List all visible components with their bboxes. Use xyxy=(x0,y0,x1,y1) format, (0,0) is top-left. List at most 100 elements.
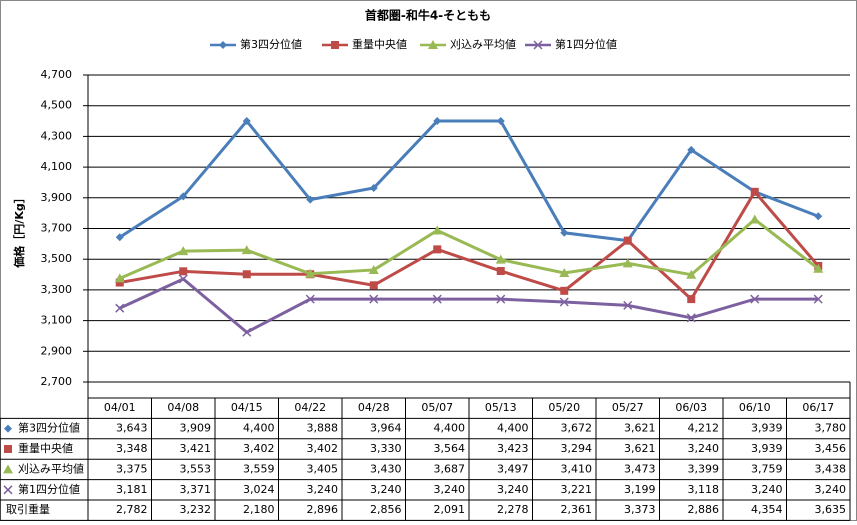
marker xyxy=(686,269,697,279)
marker xyxy=(496,267,505,276)
table-cell: 3,888 xyxy=(307,422,339,435)
marker xyxy=(559,268,570,278)
table-cell: 3,497 xyxy=(497,462,529,475)
row-label: 刈込み平均値 xyxy=(18,462,84,475)
x-tick-label: 04/08 xyxy=(167,401,199,414)
table-cell: 2,896 xyxy=(307,503,339,516)
table-cell: 3,118 xyxy=(688,483,720,496)
table-cell: 3,240 xyxy=(688,442,720,455)
table-cell: 2,091 xyxy=(434,503,466,516)
marker xyxy=(4,445,12,453)
table-cell: 3,240 xyxy=(307,483,339,496)
marker xyxy=(178,274,188,284)
y-tick-label: 4,100 xyxy=(41,160,73,173)
series-line xyxy=(119,277,819,335)
marker xyxy=(433,117,442,126)
x-tick-label: 05/20 xyxy=(548,401,580,414)
x-tick-label: 05/27 xyxy=(612,401,644,414)
marker xyxy=(750,187,759,196)
y-axis-label: 価格［円/Kg］ xyxy=(12,192,26,268)
marker xyxy=(305,294,315,304)
table-cell: 3,199 xyxy=(624,483,656,496)
marker xyxy=(179,192,188,201)
legend-label: 第3四分位値 xyxy=(240,37,302,51)
table-cell: 4,354 xyxy=(751,503,783,516)
marker xyxy=(428,40,438,49)
marker xyxy=(305,268,316,278)
marker xyxy=(560,286,569,295)
table-cell: 4,212 xyxy=(688,422,720,435)
marker xyxy=(242,117,251,126)
table-cell: 3,564 xyxy=(434,442,466,455)
row-label: 取引重量 xyxy=(6,502,50,516)
x-tick-label: 04/01 xyxy=(104,401,136,414)
marker xyxy=(432,225,443,235)
marker xyxy=(114,273,125,283)
marker xyxy=(178,246,189,256)
x-tick-label: 04/28 xyxy=(358,401,390,414)
table-cell: 3,221 xyxy=(561,483,593,496)
marker xyxy=(559,297,569,307)
marker xyxy=(331,41,339,49)
table-cell: 3,964 xyxy=(370,422,402,435)
y-tick-label: 3,500 xyxy=(41,252,73,265)
table-cell: 3,402 xyxy=(307,442,339,455)
y-tick-label: 3,300 xyxy=(41,283,73,296)
y-tick-label: 3,900 xyxy=(41,191,73,204)
table-cell: 3,330 xyxy=(370,442,402,455)
table-cell: 3,240 xyxy=(434,483,466,496)
marker xyxy=(622,258,633,268)
table-cell: 3,024 xyxy=(243,483,275,496)
table-cell: 3,780 xyxy=(815,422,847,435)
series-line xyxy=(119,189,820,302)
table-cell: 3,373 xyxy=(624,503,656,516)
marker xyxy=(813,263,824,273)
table-cell: 3,348 xyxy=(116,442,148,455)
marker xyxy=(369,294,379,304)
table-cell: 3,399 xyxy=(688,462,720,475)
table-cell: 2,361 xyxy=(561,503,593,516)
table-cell: 3,939 xyxy=(751,442,783,455)
table-cell: 4,400 xyxy=(497,422,529,435)
y-tick-label: 4,500 xyxy=(41,99,73,112)
legend-label: 第1四分位値 xyxy=(555,37,617,51)
table-cell: 3,621 xyxy=(624,422,656,435)
marker xyxy=(560,228,569,237)
marker xyxy=(242,327,252,337)
marker xyxy=(623,300,633,310)
table-cell: 3,240 xyxy=(815,483,847,496)
table-cell: 2,278 xyxy=(497,503,529,516)
marker xyxy=(623,236,632,245)
marker xyxy=(219,41,227,49)
table-cell: 3,423 xyxy=(497,442,529,455)
table-cell: 3,430 xyxy=(370,462,402,475)
marker xyxy=(814,212,823,221)
x-tick-label: 05/07 xyxy=(421,401,453,414)
table-cell: 3,402 xyxy=(243,442,275,455)
table-cell: 4,400 xyxy=(243,422,275,435)
x-tick-label: 05/13 xyxy=(485,401,517,414)
marker xyxy=(686,313,696,323)
table-cell: 3,687 xyxy=(434,462,466,475)
row-label: 重量中央値 xyxy=(18,441,73,455)
table-cell: 3,672 xyxy=(561,422,593,435)
series-line xyxy=(119,217,820,280)
table-cell: 3,559 xyxy=(243,462,275,475)
table-cell: 3,438 xyxy=(815,462,847,475)
marker xyxy=(3,485,13,495)
table-cell: 3,939 xyxy=(751,422,783,435)
table-cell: 3,181 xyxy=(116,483,148,496)
table-cell: 3,473 xyxy=(624,462,656,475)
x-tick-label: 04/22 xyxy=(294,401,326,414)
table-cell: 3,553 xyxy=(180,462,212,475)
marker xyxy=(750,294,760,304)
table-cell: 2,180 xyxy=(243,503,275,516)
marker xyxy=(687,145,696,154)
marker xyxy=(115,233,124,242)
table-cell: 3,405 xyxy=(307,462,339,475)
table-cell: 3,909 xyxy=(180,422,212,435)
marker xyxy=(496,117,505,126)
table-cell: 3,421 xyxy=(180,442,212,455)
table-cell: 3,294 xyxy=(561,442,593,455)
